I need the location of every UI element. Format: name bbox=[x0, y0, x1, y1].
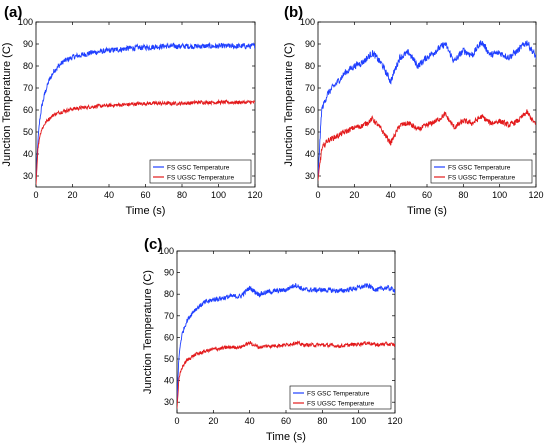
y-tick-label: 90 bbox=[23, 39, 33, 49]
panel-label: (c) bbox=[144, 236, 162, 253]
plot-frame bbox=[317, 21, 537, 188]
x-axis-label: Time (s) bbox=[407, 205, 447, 217]
y-tick-label: 40 bbox=[305, 149, 315, 159]
y-tick-label: 50 bbox=[305, 127, 315, 137]
y-tick-label: 90 bbox=[164, 268, 174, 278]
x-tick-label: 120 bbox=[528, 190, 543, 200]
x-tick-label: 100 bbox=[211, 190, 226, 200]
y-tick-label: 70 bbox=[23, 83, 33, 93]
x-tick-label: 20 bbox=[67, 190, 77, 200]
y-tick-label: 100 bbox=[18, 17, 33, 27]
x-tick-label: 40 bbox=[104, 190, 114, 200]
chart-panel: (a) 0 20 40 60 80 100 120 30 40 50 60 70 80 90 100 Time … bbox=[1, 4, 263, 217]
x-tick-label: 100 bbox=[351, 416, 366, 426]
x-tick-label: 120 bbox=[247, 190, 262, 200]
legend-entry: FS UGSC Temperature bbox=[167, 175, 234, 182]
legend: FS GSC Temperature FS UGSC Temperature bbox=[149, 159, 252, 184]
x-tick-label: 0 bbox=[33, 190, 38, 200]
chart-panel: (c) 0 20 40 60 80 100 120 30 40 50 60 70 80 90 100 Time … bbox=[142, 236, 403, 443]
legend-box bbox=[149, 159, 252, 184]
x-tick-label: 20 bbox=[349, 190, 359, 200]
series-line bbox=[177, 282, 395, 403]
legend-box bbox=[430, 159, 533, 184]
y-tick-label: 80 bbox=[305, 61, 315, 71]
series-line bbox=[36, 98, 255, 185]
x-tick-label: 120 bbox=[387, 416, 402, 426]
legend-entry: FS GSC Temperature bbox=[167, 165, 230, 172]
y-tick-label: 100 bbox=[300, 17, 315, 27]
y-tick-label: 30 bbox=[164, 397, 174, 407]
x-axis-label: Time (s) bbox=[266, 431, 306, 443]
series-line bbox=[177, 340, 395, 409]
x-tick-label: 60 bbox=[140, 190, 150, 200]
x-tick-label: 60 bbox=[422, 190, 432, 200]
y-tick-label: 80 bbox=[164, 289, 174, 299]
x-tick-label: 80 bbox=[458, 190, 468, 200]
legend-entry: FS GSC Temperature bbox=[307, 391, 370, 398]
panel-label: (a) bbox=[4, 4, 22, 21]
y-tick-label: 90 bbox=[305, 39, 315, 49]
x-tick-label: 80 bbox=[317, 416, 327, 426]
y-tick-label: 50 bbox=[23, 127, 33, 137]
y-tick-label: 30 bbox=[305, 171, 315, 181]
x-tick-label: 20 bbox=[208, 416, 218, 426]
y-axis-label: Junction Temperature (C) bbox=[283, 43, 295, 167]
legend-box bbox=[289, 385, 392, 410]
y-tick-label: 50 bbox=[164, 354, 174, 364]
y-axis-label: Junction Temperature (C) bbox=[142, 270, 154, 394]
y-tick-label: 70 bbox=[164, 311, 174, 321]
y-tick-label: 30 bbox=[23, 171, 33, 181]
series-line bbox=[36, 41, 255, 183]
x-tick-label: 40 bbox=[386, 190, 396, 200]
x-tick-label: 0 bbox=[315, 190, 320, 200]
x-tick-label: 60 bbox=[281, 416, 291, 426]
x-tick-label: 100 bbox=[492, 190, 507, 200]
y-tick-label: 60 bbox=[23, 105, 33, 115]
series-line bbox=[318, 40, 536, 177]
series-line bbox=[318, 109, 536, 181]
x-tick-label: 40 bbox=[245, 416, 255, 426]
x-axis-label: Time (s) bbox=[126, 205, 166, 217]
legend-entry: FS UGSC Temperature bbox=[307, 401, 374, 408]
y-tick-label: 60 bbox=[164, 332, 174, 342]
y-axis-label: Junction Temperature (C) bbox=[1, 43, 13, 167]
y-tick-label: 60 bbox=[305, 105, 315, 115]
legend-entry: FS UGSC Temperature bbox=[448, 175, 515, 182]
x-tick-label: 80 bbox=[177, 190, 187, 200]
legend: FS GSC Temperature FS UGSC Temperature bbox=[430, 159, 533, 184]
panel-label: (b) bbox=[284, 4, 303, 21]
y-tick-label: 100 bbox=[159, 246, 174, 256]
y-tick-label: 80 bbox=[23, 61, 33, 71]
legend: FS GSC Temperature FS UGSC Temperature bbox=[289, 385, 392, 410]
chart-panel: (b) 0 20 40 60 80 100 120 30 40 50 60 70 80 90 100 Time … bbox=[283, 4, 544, 217]
y-tick-label: 40 bbox=[23, 149, 33, 159]
y-tick-label: 40 bbox=[164, 376, 174, 386]
x-tick-label: 0 bbox=[174, 416, 179, 426]
legend-entry: FS GSC Temperature bbox=[448, 165, 511, 172]
y-tick-label: 70 bbox=[305, 83, 315, 93]
